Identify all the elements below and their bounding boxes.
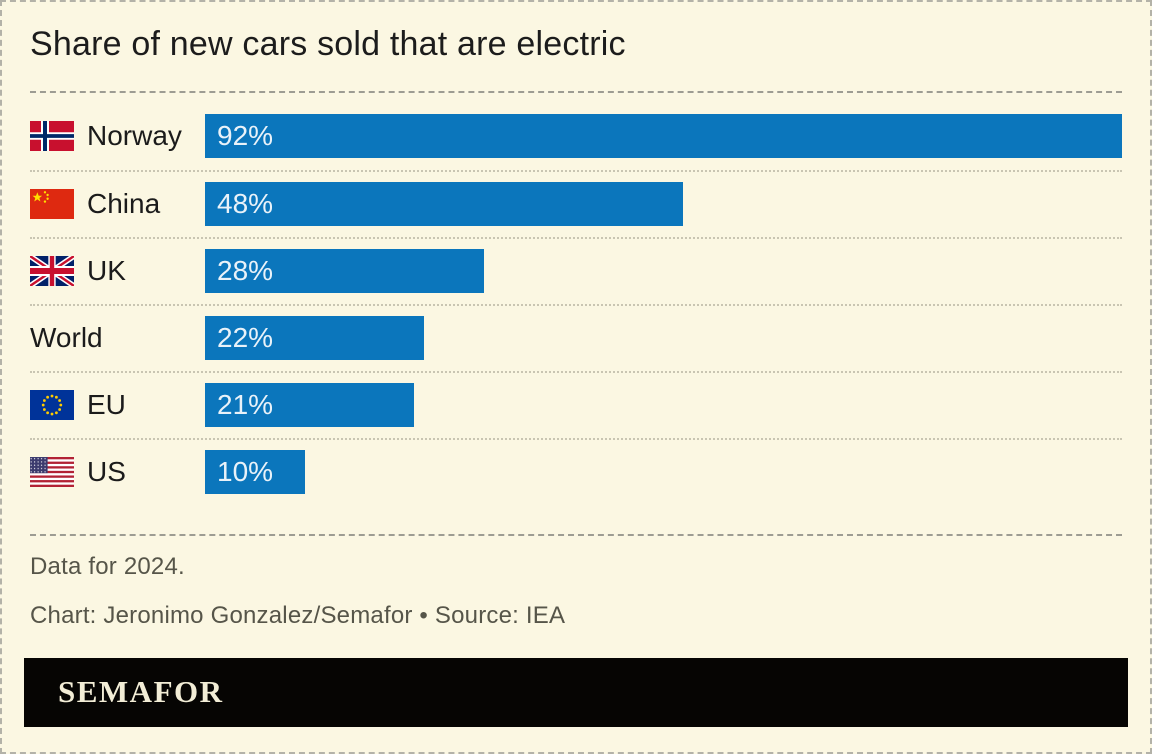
bar: 10% — [205, 450, 305, 495]
chart-row: World 22% — [30, 303, 1122, 371]
bar-value-label: 48% — [217, 188, 274, 220]
eu-flag-icon — [30, 390, 74, 421]
chart-rows: Norway 92% China 48% UK 28% — [30, 93, 1122, 505]
bar-track: 92% — [205, 114, 1122, 159]
bar: 28% — [205, 249, 485, 294]
chart-title: Share of new cars sold that are electric — [30, 25, 626, 63]
semafor-wordmark: SEMAFOR — [58, 674, 224, 710]
semafor-banner: SEMAFOR — [24, 657, 1128, 727]
chart-row: UK 28% — [30, 236, 1122, 304]
bar-track: 28% — [205, 249, 1122, 294]
bar-value-label: 10% — [217, 456, 274, 488]
chart-row: US 10% — [30, 437, 1122, 505]
chart-row: EU 21% — [30, 370, 1122, 438]
row-label-cell: UK — [30, 255, 205, 287]
row-label: UK — [87, 255, 126, 287]
row-label: Norway — [87, 120, 182, 152]
row-label-cell: Norway — [30, 120, 205, 152]
chart-row: Norway 92% — [30, 103, 1122, 170]
bar-value-label: 92% — [217, 120, 274, 152]
bar: 48% — [205, 182, 684, 227]
bar-value-label: 22% — [217, 322, 274, 354]
footer-divider — [30, 533, 1122, 536]
bar-track: 10% — [205, 450, 1122, 495]
us-flag-icon — [30, 457, 74, 488]
row-label: China — [87, 188, 161, 220]
bar: 22% — [205, 316, 425, 361]
data-note: Data for 2024. — [30, 552, 185, 580]
china-flag-icon — [30, 189, 74, 220]
row-label: EU — [87, 389, 126, 421]
credit-line: Chart: Jeronimo Gonzalez/Semafor • Sourc… — [30, 601, 566, 629]
bar-track: 21% — [205, 383, 1122, 428]
row-label: US — [87, 456, 126, 488]
title-divider — [30, 90, 1122, 93]
row-label-cell: World — [30, 322, 205, 354]
row-label: World — [30, 322, 103, 354]
bar-value-label: 21% — [217, 389, 274, 421]
row-label-cell: China — [30, 188, 205, 220]
uk-flag-icon — [30, 256, 74, 287]
bar-track: 22% — [205, 316, 1122, 361]
chart-row: China 48% — [30, 169, 1122, 237]
bar: 92% — [205, 114, 1122, 159]
row-label-cell: US — [30, 456, 205, 488]
row-label-cell: EU — [30, 389, 205, 421]
norway-flag-icon — [30, 121, 74, 152]
bar-value-label: 28% — [217, 255, 274, 287]
bar: 21% — [205, 383, 415, 428]
bar-track: 48% — [205, 182, 1122, 227]
